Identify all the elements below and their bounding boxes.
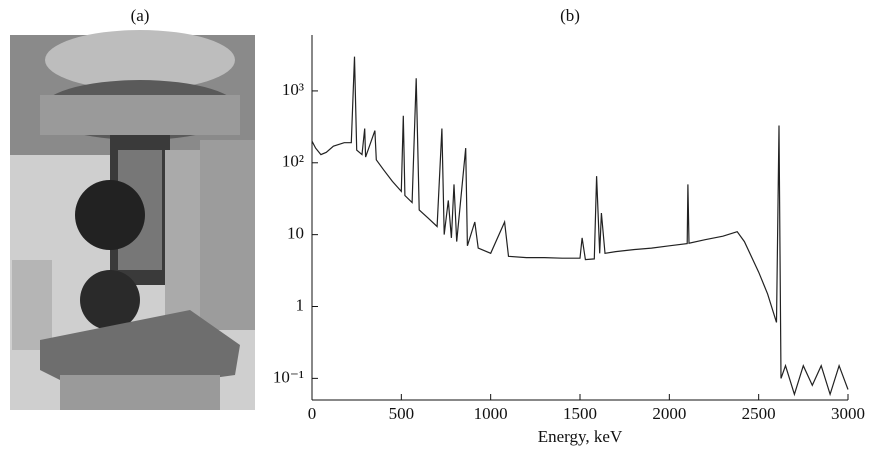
chart-title: (b): [560, 6, 580, 25]
x-tick-label: 1000: [474, 404, 508, 423]
spectrum-line: [311, 56, 849, 397]
y-tick-label: 1: [296, 295, 305, 314]
y-tick-label: 10³: [282, 80, 304, 99]
x-tick-label: 2000: [652, 404, 686, 423]
x-tick-label: 0: [308, 404, 317, 423]
y-tick-label: 10: [287, 224, 304, 243]
x-tick-label: 1500: [563, 404, 597, 423]
x-tick-label: 500: [389, 404, 415, 423]
x-axis-label: Energy, keV: [538, 427, 623, 446]
y-tick-label: 10⁻¹: [273, 367, 304, 386]
panel-label: (a): [131, 6, 150, 25]
x-tick-label: 3000: [831, 404, 865, 423]
y-tick-label: 10²: [282, 152, 304, 171]
x-tick-label: 2500: [742, 404, 776, 423]
photo: [10, 30, 255, 410]
